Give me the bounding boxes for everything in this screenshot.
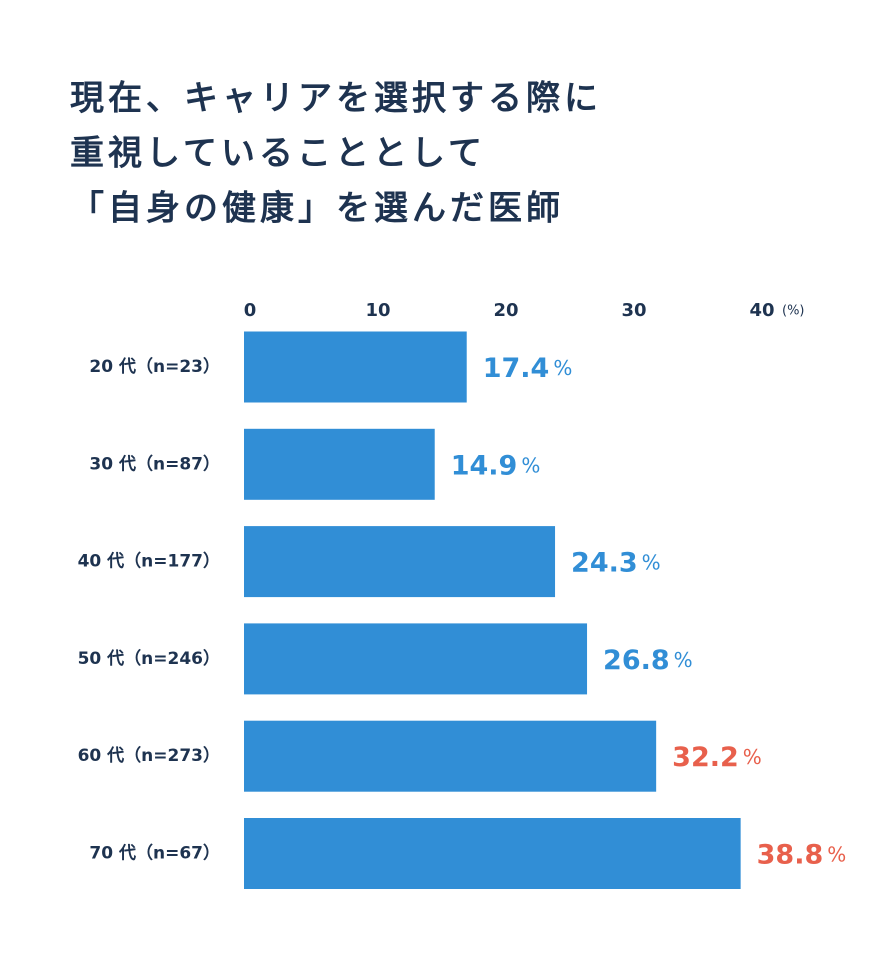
y-tick-label: 50 代（n=246） xyxy=(78,648,220,669)
bar xyxy=(244,526,556,598)
value-unit: % xyxy=(521,453,540,477)
x-tick-label: 10 xyxy=(365,300,390,321)
bar xyxy=(244,623,588,695)
y-tick-label: 20 代（n=23） xyxy=(89,356,220,377)
chart-title: 「自身の健康」を選んだ医師 xyxy=(70,189,564,229)
value-label: 17.4% xyxy=(483,353,573,384)
y-tick-label: 30 代（n=87） xyxy=(89,453,220,474)
value-number: 17.4 xyxy=(483,353,550,384)
bar xyxy=(244,428,435,500)
x-tick-label: 40 xyxy=(749,300,774,321)
chart-title: 現在、キャリアを選択する際に xyxy=(70,79,602,119)
y-tick-label: 40 代（n=177） xyxy=(78,551,220,572)
value-label: 26.8% xyxy=(603,644,693,675)
chart-title: 重視していることとして xyxy=(70,134,486,174)
x-tick-label: 0 xyxy=(244,300,257,321)
value-label: 14.9% xyxy=(451,450,541,481)
value-unit: % xyxy=(743,745,762,769)
value-number: 14.9 xyxy=(451,450,518,481)
y-tick-label: 70 代（n=67） xyxy=(89,843,220,864)
value-unit: % xyxy=(827,842,846,866)
value-number: 26.8 xyxy=(603,644,670,675)
axis-unit-label: (%) xyxy=(782,304,805,319)
bar xyxy=(244,720,657,792)
value-label: 38.8% xyxy=(757,839,847,870)
value-label: 24.3% xyxy=(571,547,661,578)
value-unit: % xyxy=(674,647,693,671)
y-tick-label: 60 代（n=273） xyxy=(78,745,220,766)
value-number: 32.2 xyxy=(672,742,739,773)
value-unit: % xyxy=(642,550,661,574)
x-tick-label: 30 xyxy=(621,300,646,321)
value-number: 38.8 xyxy=(757,839,824,870)
bar xyxy=(244,331,467,403)
bar xyxy=(244,818,741,889)
value-number: 24.3 xyxy=(571,547,638,578)
x-tick-label: 20 xyxy=(493,300,518,321)
value-unit: % xyxy=(553,356,572,380)
value-label: 32.2% xyxy=(672,742,762,773)
